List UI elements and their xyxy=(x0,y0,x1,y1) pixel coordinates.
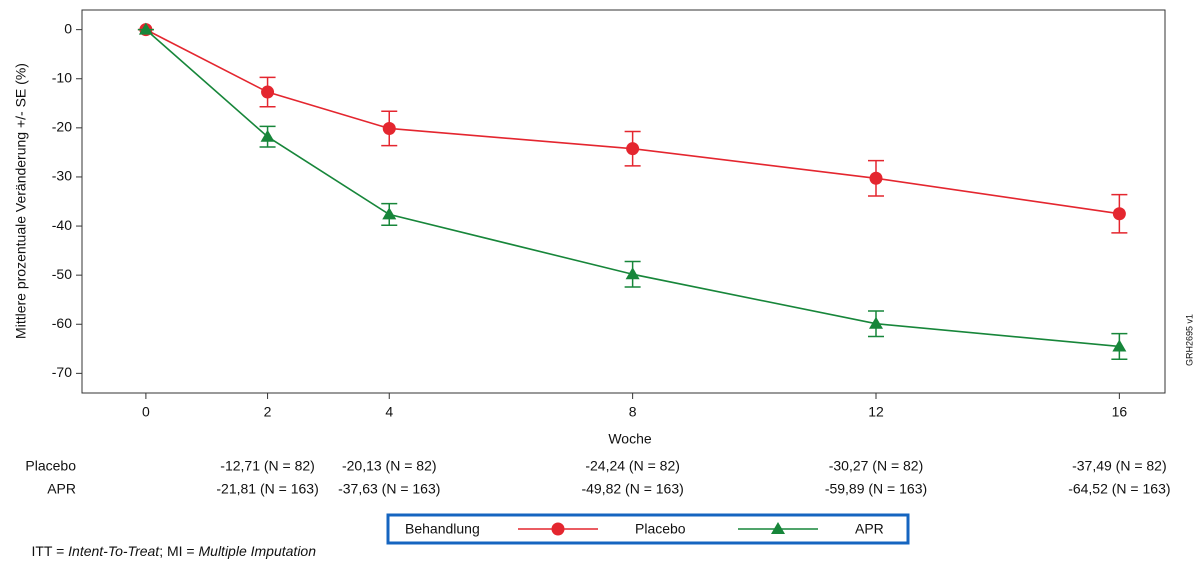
data-point xyxy=(261,85,275,99)
legend-marker xyxy=(551,522,565,536)
y-tick-label: -70 xyxy=(52,364,72,380)
table-row-label: Placebo xyxy=(25,458,76,474)
value-label: -37,49 (N = 82) xyxy=(1072,458,1167,474)
data-point xyxy=(260,129,275,142)
y-tick-label: -30 xyxy=(52,168,72,184)
value-label: -24,24 (N = 82) xyxy=(585,458,680,474)
data-point xyxy=(868,316,883,329)
footnote-part: ITT = xyxy=(31,543,68,559)
data-point xyxy=(625,267,640,280)
footnote: ITT = Intent-To-Treat; MI = Multiple Imp… xyxy=(12,543,328,559)
x-tick-label: 4 xyxy=(385,404,393,420)
x-tick-label: 0 xyxy=(142,404,150,420)
data-point xyxy=(1112,339,1127,352)
series-line xyxy=(145,29,1120,348)
x-tick-label: 8 xyxy=(629,404,637,420)
data-point xyxy=(382,207,397,220)
x-tick-label: 16 xyxy=(1112,404,1128,420)
y-tick-label: 0 xyxy=(64,20,72,36)
x-tick-label: 2 xyxy=(264,404,272,420)
series-line xyxy=(145,28,1120,215)
plot-frame xyxy=(81,9,1166,394)
x-tick-label: 12 xyxy=(868,404,884,420)
data-point xyxy=(626,142,640,156)
y-tick-label: -40 xyxy=(52,217,72,233)
data-point xyxy=(382,121,396,135)
value-label: -37,63 (N = 163) xyxy=(338,481,440,497)
y-tick-label: -20 xyxy=(52,119,72,135)
side-note: GRH2695 v1 xyxy=(1184,314,1194,366)
legend-label: Placebo xyxy=(635,521,686,537)
footnote-part: ; MI = xyxy=(159,543,198,559)
value-label: -12,71 (N = 82) xyxy=(220,458,315,474)
value-label: -64,52 (N = 163) xyxy=(1068,481,1170,497)
data-point xyxy=(138,22,153,35)
table-row-label: APR xyxy=(47,481,76,497)
data-point xyxy=(1112,207,1126,221)
value-label: -59,89 (N = 163) xyxy=(825,481,927,497)
value-label: -21,81 (N = 163) xyxy=(216,481,318,497)
y-tick-label: -10 xyxy=(52,69,72,85)
legend-box xyxy=(386,513,910,545)
y-tick-label: -60 xyxy=(52,315,72,331)
footnote-part: Intent-To-Treat xyxy=(68,543,160,559)
legend-marker xyxy=(771,522,785,534)
footnote-part: Multiple Imputation xyxy=(199,543,317,559)
legend-title: Behandlung xyxy=(405,521,480,537)
y-tick-label: -50 xyxy=(52,266,72,282)
value-label: -49,82 (N = 163) xyxy=(581,481,683,497)
data-point xyxy=(869,171,883,185)
value-label: -20,13 (N = 82) xyxy=(342,458,437,474)
x-axis-label: Woche xyxy=(608,431,652,447)
value-label: -30,27 (N = 82) xyxy=(829,458,924,474)
legend-label: APR xyxy=(855,521,884,537)
y-axis-label: Mittlere prozentuale Veränderung +/- SE … xyxy=(13,63,29,339)
